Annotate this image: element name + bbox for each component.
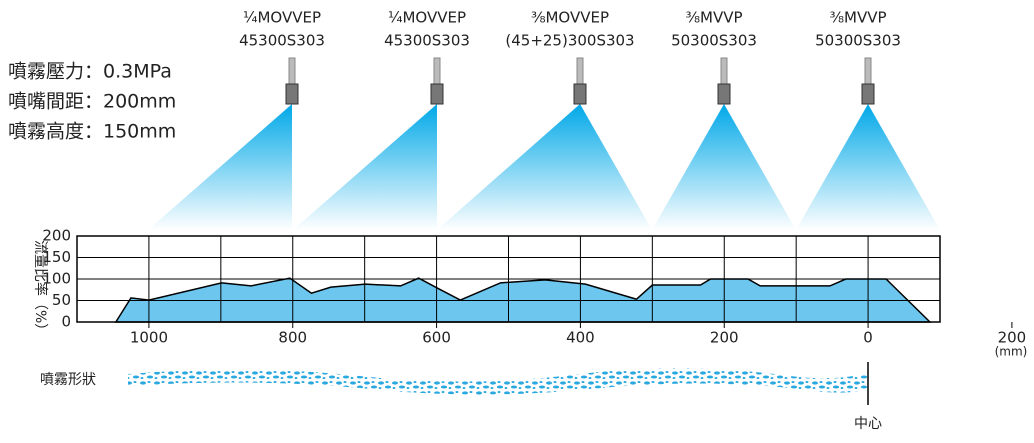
nozzle-pipe: [864, 57, 872, 85]
spray-cone: [148, 104, 292, 230]
nozzle: [717, 83, 731, 105]
condition: 噴霧高度：150mm: [8, 121, 176, 143]
nozzle-code: 45300S303: [384, 32, 470, 50]
plot-frame: [76, 235, 941, 323]
x-tick-label: 200: [710, 329, 739, 347]
nozzle: [430, 83, 444, 105]
condition: 噴霧壓力：0.3MPa: [8, 61, 172, 83]
condition: 噴嘴間距：200mm: [8, 91, 176, 113]
y-axis-label: 流量比率（%）: [32, 240, 49, 337]
y-tick-label: 150: [42, 248, 71, 266]
nozzle-model: ¼MOVVEP: [388, 9, 466, 27]
x-tick-label: 200: [998, 329, 1027, 347]
x-tick-label: 800: [278, 329, 307, 347]
x-tick-label: 400: [566, 329, 595, 347]
spray-cone: [652, 104, 796, 230]
nozzle-code: 45300S303: [239, 32, 325, 50]
nozzle: [285, 83, 299, 105]
spray-cone: [293, 104, 437, 230]
x-tick-label: 0: [863, 329, 873, 347]
spray-pattern: [128, 368, 868, 395]
nozzle-model: ⅜MVVP: [685, 9, 742, 27]
spray-cone: [796, 104, 940, 230]
nozzle-pipe: [433, 57, 441, 85]
nozzle-code: 50300S303: [815, 32, 901, 50]
spray-cone: [437, 104, 652, 230]
nozzle: [861, 83, 875, 105]
nozzle: [573, 83, 587, 105]
center-label: 中心: [854, 416, 882, 432]
nozzle-pipe: [288, 57, 296, 85]
nozzle-model: ¼MOVVEP: [243, 9, 321, 27]
y-tick-label: 100: [42, 270, 71, 288]
nozzle-pipe: [720, 57, 728, 85]
spray-label: 噴霧形狀: [40, 372, 96, 388]
y-tick-label: 200: [42, 227, 71, 245]
nozzle-model: ⅜MVVP: [829, 9, 886, 27]
x-tick-label: 1000: [130, 329, 168, 347]
y-tick-label: 0: [61, 313, 71, 331]
y-tick-label: 50: [52, 291, 71, 309]
x-tick-label: 600: [422, 329, 451, 347]
nozzle-pipe: [576, 57, 584, 85]
x-unit: (mm): [995, 345, 1028, 359]
nozzle-code: (45+25)300S303: [505, 32, 634, 50]
nozzle-model: ⅜MOVVEP: [531, 9, 609, 27]
nozzle-code: 50300S303: [671, 32, 757, 50]
